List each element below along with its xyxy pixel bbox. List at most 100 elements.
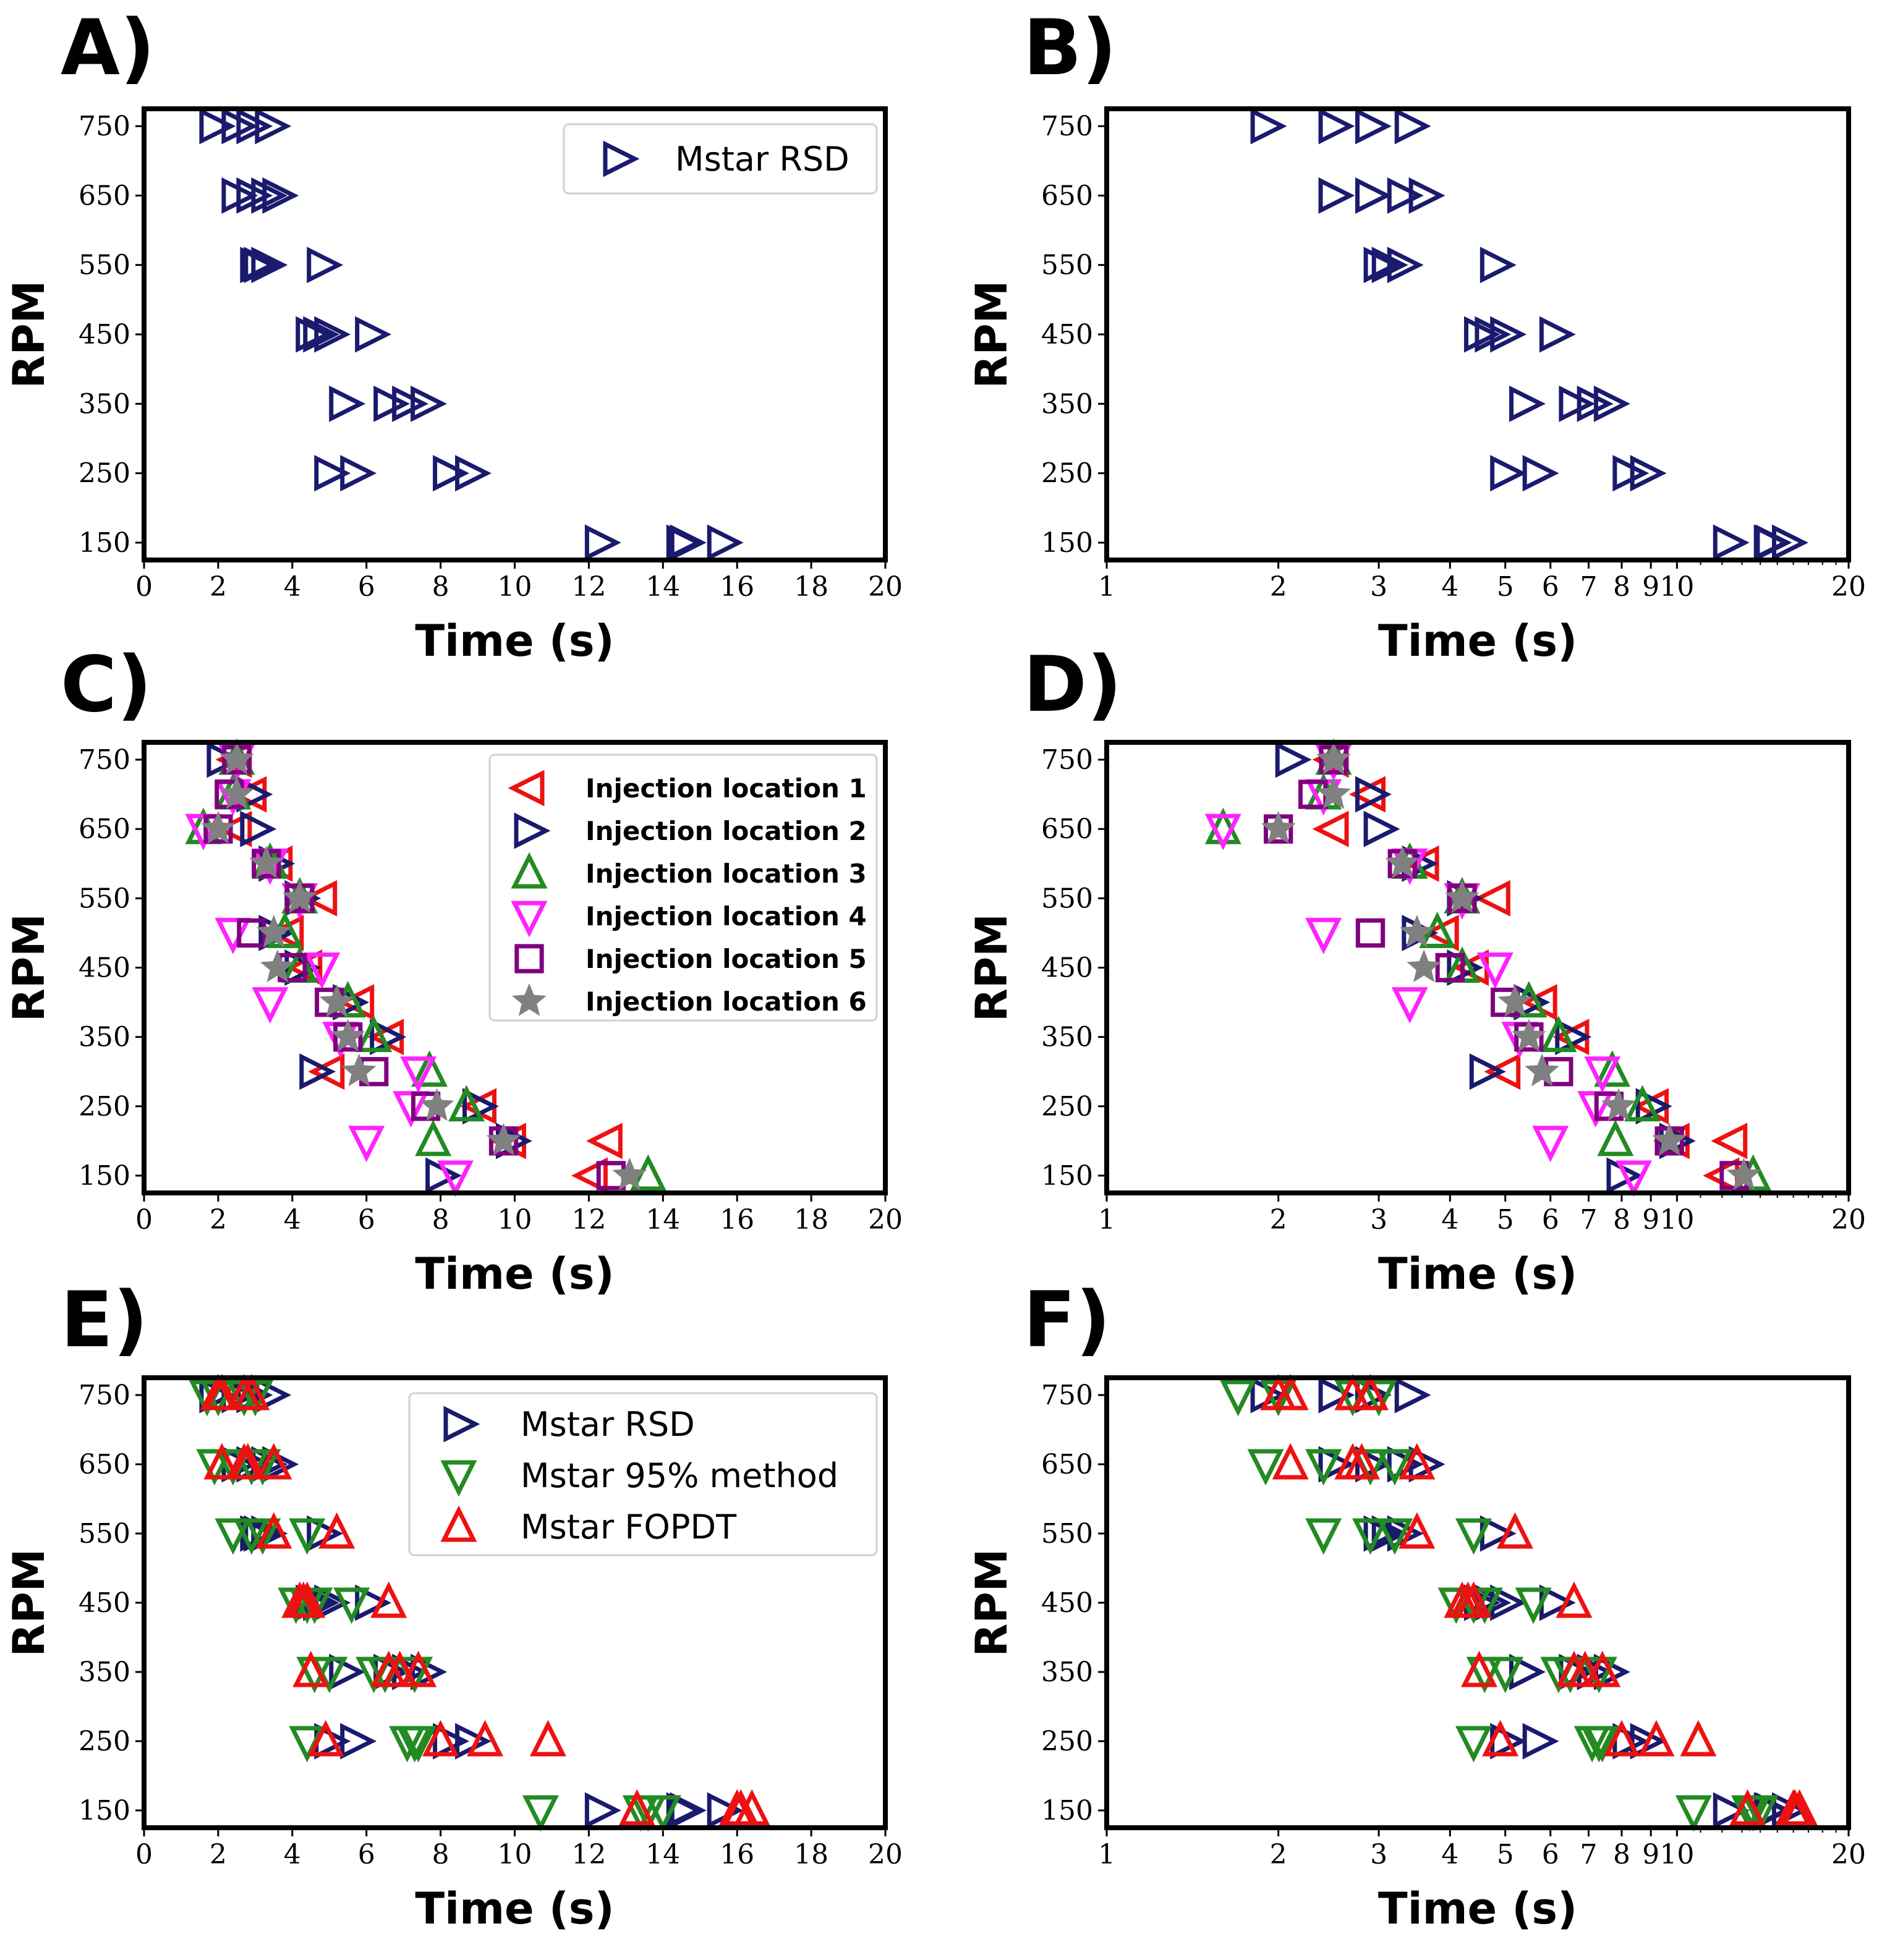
y-tick-label: 150: [79, 1160, 130, 1192]
data-point: [1387, 247, 1424, 284]
x-tick-label: 10: [498, 1204, 532, 1236]
data-point: [355, 316, 392, 353]
data-point: [1272, 1373, 1309, 1411]
series-injection-location-4: [185, 744, 474, 1197]
data-point: [1680, 1720, 1717, 1757]
data-point: [341, 1053, 377, 1087]
data-point: [304, 952, 341, 989]
y-tick-label: 250: [79, 1726, 130, 1757]
data-point: [370, 1581, 407, 1618]
data-point: [1385, 846, 1420, 878]
data-point: [448, 1085, 485, 1122]
data-point: [437, 1160, 474, 1197]
data-point: [1352, 1373, 1389, 1411]
data-point: [1490, 316, 1527, 353]
data-point: [292, 1650, 330, 1687]
x-tick-label: 20: [868, 1839, 903, 1870]
data-point: [1597, 1119, 1634, 1156]
data-point: [422, 1720, 459, 1757]
data-point: [1466, 1657, 1503, 1694]
data-point: [215, 779, 244, 809]
data-point: [289, 1518, 326, 1555]
legend-marker: [514, 944, 544, 974]
series-injection-location-6: [201, 741, 647, 1190]
data-point: [585, 1122, 623, 1160]
data-point: [1247, 1449, 1284, 1486]
x-tick-label: 5: [1497, 571, 1514, 603]
x-tick-label: 16: [720, 1204, 754, 1236]
data-point: [1316, 776, 1351, 809]
y-tick-label: 650: [1041, 1449, 1093, 1480]
y-tick-label: 150: [1041, 1795, 1093, 1826]
data-point: [318, 1512, 356, 1549]
data-point: [255, 108, 292, 145]
data-point: [1394, 1377, 1431, 1414]
y-tick-label: 650: [79, 180, 130, 211]
x-tick-label: 6: [1542, 1204, 1559, 1236]
data-point: [338, 984, 375, 1021]
legend-label: Injection location 6: [585, 986, 867, 1017]
x-tick-label: 0: [135, 1204, 153, 1236]
data-point: [1399, 915, 1434, 948]
panel-letter: F): [1023, 1276, 1110, 1365]
legend-marker: [511, 901, 548, 938]
x-tick-label: 2: [1270, 571, 1287, 603]
data-point: [1355, 776, 1392, 813]
data-point: [1654, 1126, 1684, 1156]
data-point: [1316, 741, 1351, 774]
x-tick-label: 4: [1441, 1204, 1458, 1236]
plot-frame: [142, 106, 888, 562]
data-point: [240, 810, 277, 847]
data-point: [251, 247, 288, 284]
data-point: [307, 1720, 344, 1757]
data-point: [584, 524, 621, 561]
data-point: [1343, 1443, 1380, 1480]
plot-frame: [142, 740, 888, 1195]
data-point: [1512, 1019, 1546, 1052]
data-point: [1652, 1122, 1687, 1156]
data-point: [255, 1377, 292, 1414]
data-point: [289, 1581, 326, 1618]
data-point: [1559, 385, 1596, 422]
data-point: [1305, 1449, 1342, 1486]
x-tick-label: 6: [358, 1839, 375, 1870]
legend-label: Injection location 3: [585, 859, 867, 889]
x-tick-label: 0: [135, 1839, 153, 1870]
legend-marker: [514, 812, 551, 849]
y-tick-label: 150: [1041, 527, 1093, 559]
data-point: [252, 849, 281, 878]
data-point: [203, 814, 233, 844]
data-point: [373, 385, 411, 422]
x-tick-label: 1: [1098, 1204, 1115, 1236]
data-point: [670, 524, 707, 561]
data-point: [1469, 1053, 1506, 1090]
y-tick-label: 650: [1041, 180, 1093, 211]
data-point: [1275, 741, 1312, 778]
data-point: [1601, 1088, 1636, 1121]
data-point: [1713, 1792, 1750, 1829]
x-tick-label: 14: [645, 1839, 680, 1870]
data-point: [1719, 1161, 1749, 1190]
data-point: [584, 1792, 621, 1829]
data-point: [1455, 1726, 1492, 1763]
x-tick-label: 0: [135, 571, 153, 603]
data-point: [411, 1092, 441, 1121]
x-tick-label: 14: [645, 1204, 680, 1236]
data-point: [314, 316, 351, 353]
data-point: [1319, 745, 1348, 774]
data-point: [219, 741, 254, 774]
data-point: [315, 987, 344, 1017]
data-point: [1594, 1092, 1624, 1121]
legend-marker: [440, 1460, 477, 1497]
legend-label: Injection location 1: [585, 773, 867, 804]
data-point: [433, 455, 470, 492]
data-point: [1771, 524, 1808, 561]
data-point: [1263, 814, 1293, 844]
data-point: [1540, 1016, 1577, 1053]
data-point: [1318, 108, 1355, 145]
data-point: [199, 108, 236, 145]
data-point: [215, 1518, 252, 1555]
y-tick-label: 650: [79, 813, 130, 845]
data-point: [707, 524, 744, 561]
